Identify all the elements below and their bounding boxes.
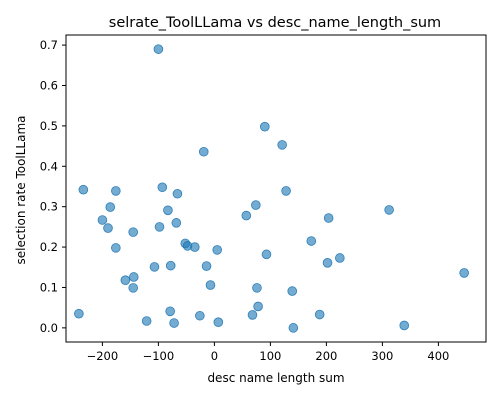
data-point <box>314 309 325 320</box>
data-point <box>241 210 252 221</box>
x-axis-label: desc name length sum <box>207 371 344 385</box>
data-point <box>253 301 263 312</box>
y-axis-ticks: 0.0 0.1 0.2 0.3 0.4 0.5 0.6 0.7 <box>40 38 66 335</box>
data-point <box>288 323 299 333</box>
x-tick-label: 400 <box>427 349 449 363</box>
x-tick-label: 0 <box>211 349 218 363</box>
data-point <box>281 186 291 196</box>
data-point <box>153 44 164 54</box>
data-point <box>277 140 287 150</box>
data-point <box>141 316 152 326</box>
data-point <box>399 320 410 331</box>
data-point <box>128 227 139 237</box>
data-point <box>157 182 168 193</box>
y-tick-label: 0.6 <box>40 78 58 92</box>
data-point <box>212 245 223 255</box>
data-point <box>74 308 84 319</box>
x-axis-ticks: −200 −100 0 100 200 300 400 <box>87 342 449 363</box>
data-point <box>306 236 317 246</box>
y-tick-label: 0.7 <box>40 38 58 52</box>
y-tick-label: 0.2 <box>40 240 58 254</box>
y-tick-label: 0.0 <box>40 321 58 335</box>
x-tick-label: 300 <box>371 349 393 363</box>
chart-title: selrate_ToolLLama vs desc_name_length_su… <box>109 15 441 31</box>
data-point <box>172 188 183 199</box>
y-tick-label: 0.4 <box>40 159 58 173</box>
data-point <box>111 243 121 253</box>
data-point <box>105 202 116 212</box>
y-axis-label: selection rate ToolLLama <box>14 115 28 264</box>
data-point <box>165 260 176 271</box>
data-point <box>195 310 205 321</box>
data-point <box>149 262 160 272</box>
data-point <box>213 317 224 328</box>
data-point <box>287 286 298 296</box>
data-point <box>169 318 179 328</box>
data-point <box>322 258 333 268</box>
x-tick-label: −200 <box>87 349 119 363</box>
data-point <box>128 272 139 282</box>
y-tick-label: 0.1 <box>40 280 58 294</box>
data-point <box>323 213 334 223</box>
x-tick-label: 200 <box>315 349 337 363</box>
data-point <box>78 184 89 195</box>
data-point <box>171 218 182 228</box>
data-point <box>198 146 209 157</box>
y-tick-label: 0.5 <box>40 119 58 133</box>
data-point <box>128 283 139 293</box>
x-tick-label: 100 <box>259 349 281 363</box>
data-point <box>459 268 469 278</box>
data-point <box>259 121 270 132</box>
x-tick-label: −100 <box>143 349 175 363</box>
data-point <box>251 200 261 210</box>
data-point <box>384 205 394 215</box>
data-point <box>111 186 121 196</box>
data-point <box>190 242 200 252</box>
plot-frame <box>65 34 487 343</box>
data-point <box>97 215 108 225</box>
data-point <box>261 249 272 260</box>
data-points <box>74 44 469 333</box>
data-point <box>165 306 175 317</box>
data-point <box>154 222 165 232</box>
data-point <box>335 253 345 263</box>
y-tick-label: 0.3 <box>40 200 58 214</box>
data-point <box>252 283 262 293</box>
data-point <box>103 223 113 233</box>
data-point <box>201 261 212 271</box>
data-point <box>120 275 131 285</box>
data-point <box>247 310 258 320</box>
data-point <box>205 280 216 290</box>
data-point <box>163 205 173 216</box>
